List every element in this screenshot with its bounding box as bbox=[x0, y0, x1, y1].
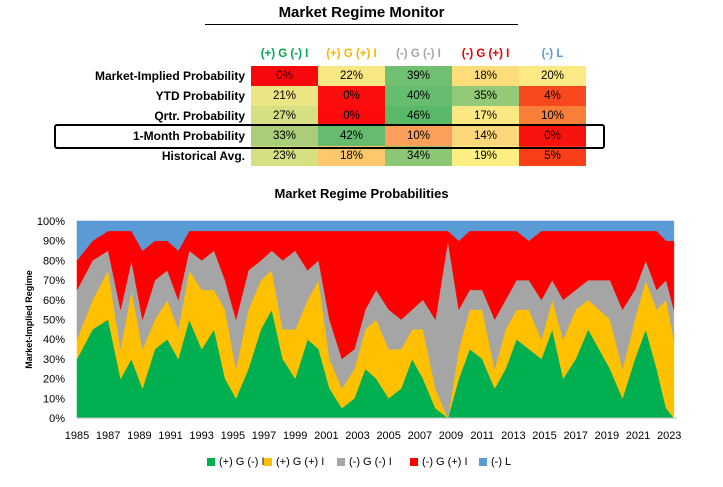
table-cell: 22% bbox=[318, 66, 385, 86]
x-tick-label: 1999 bbox=[283, 430, 307, 442]
x-tick-label: 2019 bbox=[595, 430, 619, 442]
table-cell: 20% bbox=[519, 66, 586, 86]
table-cell: 4% bbox=[519, 86, 586, 106]
row-label: Qrtr. Probability bbox=[154, 109, 245, 123]
legend-label: (-) G (-) I bbox=[349, 456, 392, 468]
x-tick-label: 1991 bbox=[158, 430, 182, 442]
legend-swatch bbox=[479, 458, 487, 466]
table-cell: 0% bbox=[251, 66, 318, 86]
x-tick-label: 1987 bbox=[96, 430, 120, 442]
legend-item: (-) L bbox=[479, 455, 511, 469]
table-cell: 33% bbox=[251, 126, 318, 146]
highlight-box bbox=[54, 124, 605, 149]
title-underline bbox=[205, 24, 518, 25]
row-label: Historical Avg. bbox=[161, 149, 245, 163]
x-tick-label: 1997 bbox=[252, 430, 276, 442]
y-tick-label: 30% bbox=[43, 354, 65, 366]
x-tick-label: 2013 bbox=[501, 430, 525, 442]
x-tick-label: 2017 bbox=[563, 430, 587, 442]
legend-label: (-) L bbox=[491, 456, 512, 468]
legend-swatch bbox=[410, 458, 418, 466]
table-cell: 46% bbox=[385, 106, 452, 126]
x-tick-label: 2003 bbox=[345, 430, 369, 442]
y-tick-label: 90% bbox=[43, 236, 65, 248]
table-cell: 27% bbox=[251, 106, 318, 126]
y-tick-label: 70% bbox=[43, 275, 65, 287]
x-tick-label: 2001 bbox=[314, 430, 338, 442]
x-tick-label: 1993 bbox=[189, 430, 213, 442]
y-tick-label: 80% bbox=[43, 255, 65, 267]
table-cell: 34% bbox=[385, 146, 452, 166]
column-header: (+) G (-) I bbox=[260, 48, 309, 60]
table-cell: 42% bbox=[318, 126, 385, 146]
legend-label: (+) G (-) I bbox=[219, 456, 265, 468]
y-tick-label: 100% bbox=[37, 216, 65, 228]
legend-item: (+) G (-) I bbox=[207, 455, 265, 469]
y-tick-label: 50% bbox=[43, 315, 65, 327]
column-header: (-) G (+) I bbox=[461, 48, 510, 60]
column-header: (-) G (-) I bbox=[396, 48, 441, 60]
table-cell: 18% bbox=[318, 146, 385, 166]
legend-swatch bbox=[337, 458, 345, 466]
legend-label: (+) G (+) I bbox=[276, 456, 325, 468]
x-tick-label: 2005 bbox=[376, 430, 400, 442]
table-cell: 10% bbox=[385, 126, 452, 146]
regime-area-chart: 0% 10% 20% 30% 40% 50% 60% 70% 80% 90% 100% 1985 198… bbox=[24, 216, 681, 442]
table-cell: 21% bbox=[251, 86, 318, 106]
legend-item: (-) G (-) I bbox=[337, 455, 392, 469]
x-tick-label: 2009 bbox=[439, 430, 463, 442]
table-cell: 39% bbox=[385, 66, 452, 86]
chart-title: Market Regime Probabilities bbox=[274, 186, 449, 201]
page-title: Market Regime Monitor bbox=[278, 4, 445, 21]
x-tick-label: 2011 bbox=[470, 430, 494, 442]
table-cell: 23% bbox=[251, 146, 318, 166]
table-cell: 0% bbox=[519, 126, 586, 146]
x-tick-label: 1989 bbox=[127, 430, 151, 442]
y-tick-label: 10% bbox=[43, 393, 65, 405]
x-tick-label: 1985 bbox=[65, 430, 89, 442]
table-cell: 18% bbox=[452, 66, 519, 86]
y-tick-label: 60% bbox=[43, 295, 65, 307]
legend-label: (-) G (+) I bbox=[422, 456, 468, 468]
table-cell: 5% bbox=[519, 146, 586, 166]
column-header: (-) L bbox=[541, 48, 564, 60]
x-tick-label: 1995 bbox=[221, 430, 245, 442]
legend-item: (-) G (+) I bbox=[410, 455, 468, 469]
table-cell: 17% bbox=[452, 106, 519, 126]
x-tick-label: 2021 bbox=[626, 430, 650, 442]
x-tick-label: 2015 bbox=[532, 430, 556, 442]
row-label: Market-Implied Probability bbox=[94, 69, 245, 83]
area-series bbox=[76, 220, 675, 262]
legend-swatch bbox=[264, 458, 272, 466]
y-tick-label: 20% bbox=[43, 374, 65, 386]
x-tick-label: 2007 bbox=[408, 430, 432, 442]
legend-item: (+) G (+) I bbox=[264, 455, 324, 469]
table-cell: 35% bbox=[452, 86, 519, 106]
table-cell: 10% bbox=[519, 106, 586, 126]
y-tick-label: 0% bbox=[49, 413, 65, 425]
table-cell: 19% bbox=[452, 146, 519, 166]
legend-swatch bbox=[207, 458, 215, 466]
table-cell: 0% bbox=[318, 86, 385, 106]
y-tick-label: 40% bbox=[43, 334, 65, 346]
row-label: 1-Month Probability bbox=[133, 129, 245, 143]
table-cell: 40% bbox=[385, 86, 452, 106]
y-axis-label: Market-Implied Regime bbox=[24, 270, 34, 369]
x-tick-label: 2023 bbox=[657, 430, 681, 442]
table-cell: 14% bbox=[452, 126, 519, 146]
row-label: YTD Probability bbox=[155, 89, 245, 103]
table-cell: 0% bbox=[318, 106, 385, 126]
column-header: (+) G (+) I bbox=[326, 48, 377, 60]
